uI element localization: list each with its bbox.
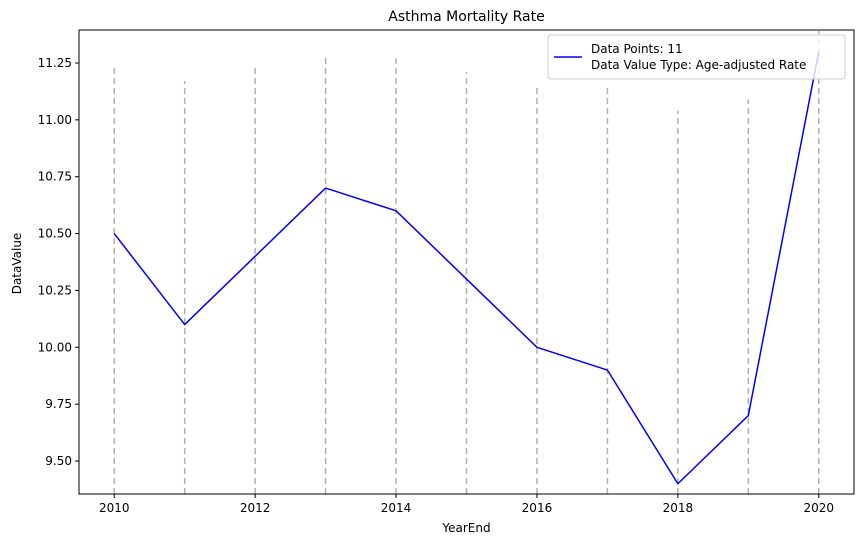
y-tick-label-2: 10.00: [38, 340, 72, 354]
x-tick-label-2012: 2012: [240, 501, 271, 515]
y-tick-label-3: 10.25: [38, 283, 72, 297]
legend-entry-line-2: Data Value Type: Age-adjusted Rate: [591, 58, 806, 72]
legend-entry-line-1: Data Points: 11: [591, 42, 683, 56]
x-tick-label-2014: 2014: [381, 501, 412, 515]
axes-frame: [78, 29, 855, 495]
y-tick-label-6: 11.00: [38, 113, 72, 127]
y-tick-label-0: 9.50: [45, 454, 72, 468]
plot-area: 2010 2012 2014 2016 2018 2020 9.50 9.75 10.00 10.…: [38, 29, 855, 515]
y-tick-label-4: 10.50: [38, 227, 72, 241]
y-axis-label: DataValue: [10, 233, 24, 295]
x-tick-label-2018: 2018: [663, 501, 694, 515]
chart-title: Asthma Mortality Rate: [388, 9, 544, 25]
legend-box: [547, 34, 846, 80]
y-tick-label-1: 9.75: [45, 397, 72, 411]
legend: Data Points: 11 Data Value Type: Age-adj…: [547, 34, 846, 80]
x-tick-label-2010: 2010: [99, 501, 130, 515]
y-tick-label-5: 10.75: [38, 170, 72, 184]
y-tick-label-7: 11.25: [38, 56, 72, 70]
series-line-0: [113, 51, 820, 485]
x-axis-label: YearEnd: [441, 521, 490, 535]
x-tick-label-2016: 2016: [522, 501, 553, 515]
x-tick-label-2020: 2020: [803, 501, 834, 515]
